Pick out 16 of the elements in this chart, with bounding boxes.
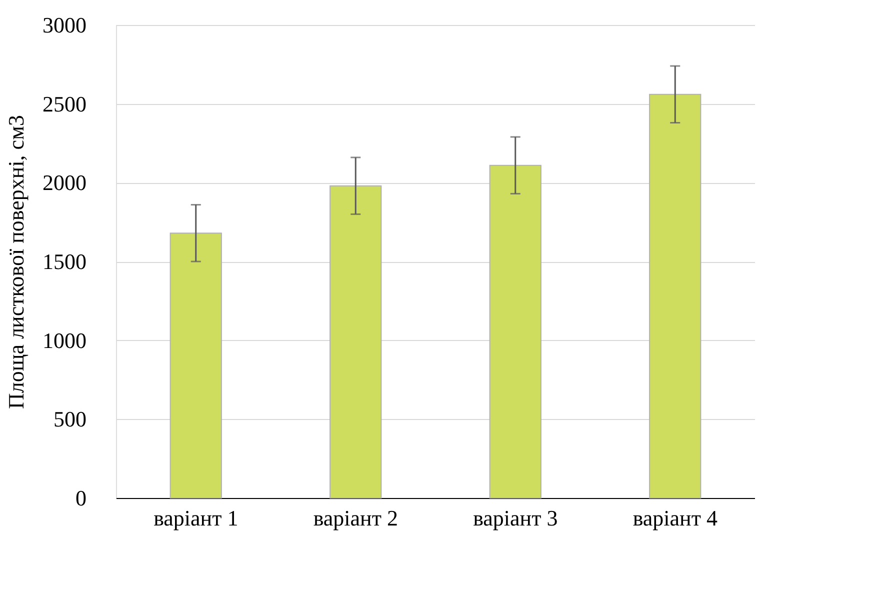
x-tick-label: варіант 1 xyxy=(154,506,238,530)
y-tick-label: 0 xyxy=(76,486,86,510)
x-tick-label: варіант 4 xyxy=(632,506,718,530)
y-tick-label: 500 xyxy=(54,406,86,432)
bar xyxy=(489,164,542,498)
y-axis-title: Площа листкової поверхні, см3 xyxy=(4,115,28,409)
y-tick-label: 2000 xyxy=(42,170,86,196)
y-tick-label: 1000 xyxy=(42,328,86,353)
bar xyxy=(649,94,702,498)
x-tick-label: варіант 3 xyxy=(473,506,558,530)
y-tick-label: 3000 xyxy=(42,12,86,38)
x-tick-label: варіант 2 xyxy=(313,506,398,530)
y-tick-label: 2500 xyxy=(42,91,86,116)
bar xyxy=(330,185,382,498)
y-tick-label: 1500 xyxy=(42,249,86,274)
bar xyxy=(170,232,222,498)
